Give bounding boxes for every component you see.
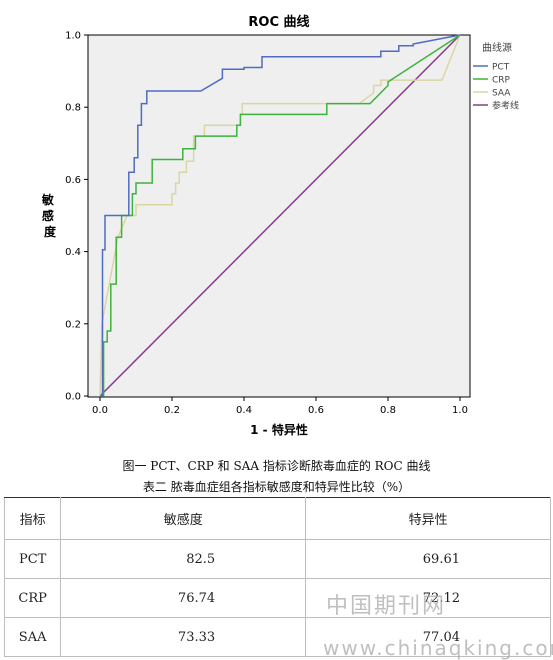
y-tick-label: 0.6 <box>65 175 81 186</box>
watermark-cn: 中国期刊网 <box>326 594 447 619</box>
x-tick-label: 1.0 <box>452 405 468 416</box>
x-tick-label: 0.2 <box>164 405 180 416</box>
axis-ticks: 0.0 0.2 0.4 0.6 0.8 1.0 0.0 0.2 0.4 0.6 0.8 1.0 <box>65 31 468 417</box>
series-line-参考线 <box>99 34 461 397</box>
legend-label: CRP <box>492 76 511 86</box>
table-row: PCT 82.5 69.61 <box>3 539 551 579</box>
x-tick-label: 0.4 <box>236 405 252 416</box>
row-name: SAA <box>3 617 62 657</box>
x-tick-label: 0.0 <box>92 405 108 416</box>
table-row: CRP 76.74 72.12 <box>3 578 551 618</box>
row-name: PCT <box>3 539 62 579</box>
row-specificity: 69.61 <box>305 539 551 579</box>
header-indicator: 指标 <box>3 497 62 540</box>
comparison-table: 指标 敏感度 特异性 PCT 82.5 69.61 CRP 76.74 72.1… <box>3 497 551 657</box>
table-header-row: 指标 敏感度 特异性 <box>3 497 551 540</box>
row-name: CRP <box>3 578 62 618</box>
x-tick-label: 0.8 <box>380 405 396 416</box>
row-sensitivity: 73.33 <box>60 617 307 657</box>
row-specificity: 77.04 <box>305 617 551 657</box>
y-tick-label: 0.0 <box>65 392 81 403</box>
legend-label: SAA <box>492 89 511 99</box>
y-axis-label: 敏 感 度 <box>41 192 58 239</box>
series-line-PCT <box>100 34 461 397</box>
y-tick-label: 0.2 <box>65 319 81 330</box>
roc-chart: ROC 曲线 敏 感 度 1 - 特异性 0.0 0.2 0.4 0.6 0.8 1.00… <box>41 14 519 437</box>
y-tick-label: 1.0 <box>65 31 81 42</box>
row-sensitivity: 76.74 <box>60 578 307 618</box>
x-axis-label: 1 - 特异性 <box>250 422 308 437</box>
legend-title: 曲线源 <box>482 41 512 54</box>
chart-title: ROC 曲线 <box>248 14 309 30</box>
watermark-url: www.chinaqking.com <box>323 636 553 660</box>
series-line-CRP <box>100 34 461 397</box>
header-sensitivity: 敏感度 <box>60 497 307 540</box>
header-specificity: 特异性 <box>305 497 551 540</box>
legend-label: PCT <box>492 63 510 73</box>
x-tick-label: 0.6 <box>308 405 324 416</box>
row-sensitivity: 82.5 <box>60 539 307 579</box>
y-tick-label: 0.8 <box>65 103 81 114</box>
legend-label: 参考线 <box>492 100 519 112</box>
figure-caption: 图一 PCT、CRP 和 SAA 指标诊断脓毒血症的 ROC 曲线 <box>122 459 431 473</box>
y-tick-label: 0.4 <box>65 247 81 258</box>
table-caption: 表二 脓毒血症组各指标敏感度和特异性比较（%） <box>142 480 411 494</box>
series-lines <box>99 34 461 397</box>
row-specificity: 72.12 <box>305 578 551 618</box>
table-row: SAA 73.33 77.04 <box>3 617 551 657</box>
